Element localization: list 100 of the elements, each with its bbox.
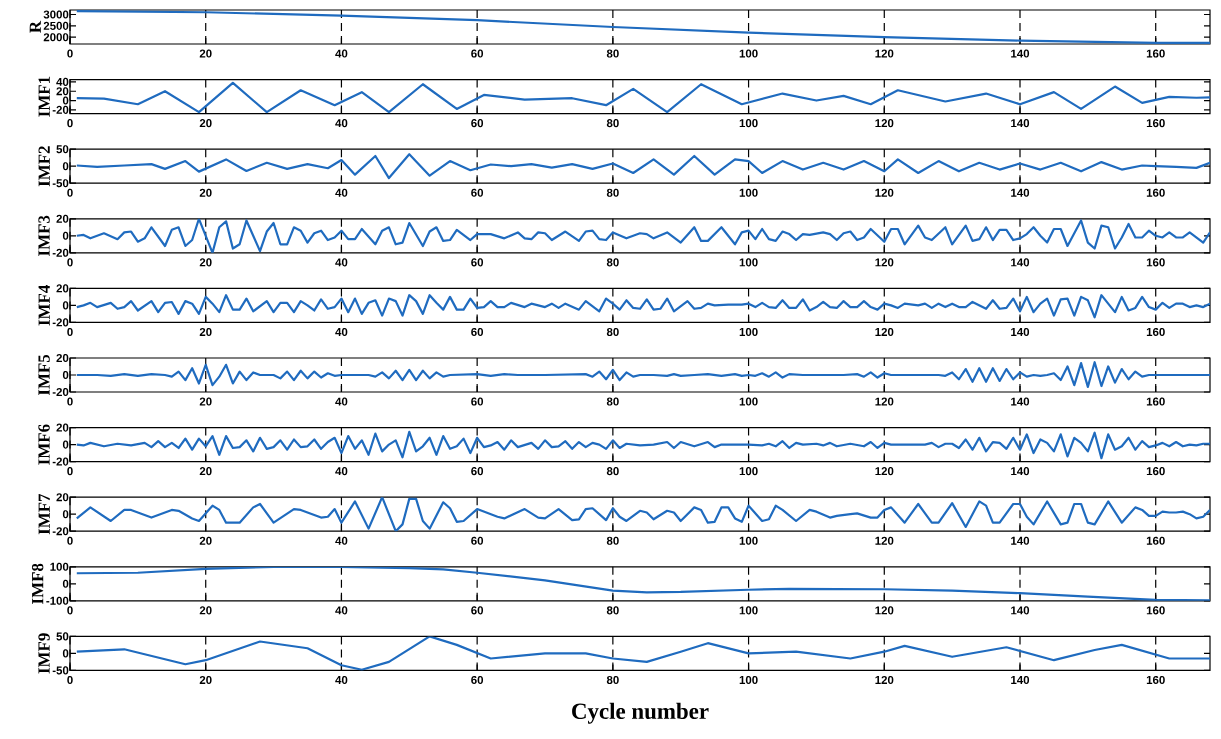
x-tick-label: 160: [1146, 675, 1165, 685]
x-tick-label: 60: [471, 119, 484, 128]
y-tick-label: 0: [62, 96, 69, 105]
x-tick-label: 100: [739, 467, 758, 476]
y-axis-title: IMF4: [38, 285, 50, 326]
y-tick-label: 0: [62, 510, 69, 519]
x-tick-label: 40: [335, 258, 348, 267]
x-tick-label: 140: [1011, 119, 1030, 128]
y-tick-label: 0: [62, 649, 69, 658]
x-tick-label: 20: [199, 467, 212, 476]
y-tick-label: 20: [56, 87, 69, 96]
x-tick-label: 120: [875, 49, 894, 58]
x-tick-label: 140: [1011, 49, 1030, 58]
x-tick-label: 20: [199, 49, 212, 58]
x-tick-label: 40: [335, 536, 348, 545]
x-tick-label: 80: [606, 467, 619, 476]
x-tick-label: 60: [471, 327, 484, 337]
x-tick-label: 40: [335, 397, 348, 406]
y-tick-label: -20: [52, 527, 69, 536]
x-tick-label: 60: [471, 606, 484, 615]
x-tick-label: 160: [1146, 397, 1165, 406]
x-tick-label: 140: [1011, 536, 1030, 545]
x-tick-label: 140: [1011, 258, 1030, 267]
x-tick-label: 160: [1146, 327, 1165, 337]
x-tick-label: 60: [471, 188, 484, 197]
x-tick-label: 120: [875, 675, 894, 685]
x-tick-label: 100: [739, 536, 758, 545]
x-tick-label: 140: [1011, 675, 1030, 685]
y-axis-title: R: [29, 20, 41, 33]
y-tick-label: 0: [62, 440, 69, 449]
y-tick-label: -20: [52, 318, 69, 327]
line-series: [75, 497, 1210, 532]
line-series: [75, 153, 1210, 180]
line-series: [75, 81, 1210, 114]
x-tick-label: 80: [606, 188, 619, 197]
x-tick-label: 140: [1011, 188, 1030, 197]
x-tick-label: 140: [1011, 467, 1030, 476]
y-tick-label: 0: [62, 162, 69, 171]
y-tick-label: -20: [52, 387, 69, 397]
x-tick-label: 120: [875, 327, 894, 337]
x-tick-label: 140: [1011, 397, 1030, 406]
y-tick-label: 20: [56, 284, 69, 293]
y-tick-label: 100: [50, 562, 69, 571]
x-tick-label: 80: [606, 536, 619, 545]
x-tick-label: 160: [1146, 606, 1165, 615]
y-tick-label: 0: [62, 370, 69, 380]
x-tick-label: 20: [199, 119, 212, 128]
x-tick-label: 80: [606, 327, 619, 337]
x-tick-label: 80: [606, 606, 619, 615]
y-tick-label: 20: [56, 353, 69, 363]
x-tick-label: 120: [875, 536, 894, 545]
x-tick-label: 100: [739, 188, 758, 197]
x-tick-label: 100: [739, 49, 758, 58]
y-tick-label: 2000: [43, 33, 69, 42]
x-tick-label: 80: [606, 119, 619, 128]
y-tick-label: -100: [46, 596, 69, 605]
x-tick-label: 20: [199, 188, 212, 197]
line-series: [75, 218, 1210, 253]
y-axis-title: IMF1: [38, 76, 50, 117]
x-tick-label: 100: [739, 119, 758, 128]
x-tick-label: 100: [739, 258, 758, 267]
x-tick-label: 60: [471, 467, 484, 476]
y-tick-label: 2500: [43, 21, 69, 30]
y-axis-title: IMF9: [38, 633, 50, 674]
y-axis-title: IMF3: [38, 215, 50, 256]
y-axis-title: IMF7: [38, 493, 50, 535]
x-tick-label: 140: [1011, 606, 1030, 615]
x-tick-label: 40: [335, 119, 348, 128]
x-tick-label: 120: [875, 258, 894, 267]
y-axis-title: IMF5: [38, 354, 50, 396]
y-tick-label: 0: [62, 301, 69, 310]
x-tick-label: 60: [471, 536, 484, 545]
x-tick-label: 160: [1146, 119, 1165, 128]
x-tick-label: 80: [606, 675, 619, 685]
x-tick-label: 160: [1146, 188, 1165, 197]
x-tick-label: 20: [199, 397, 212, 406]
x-tick-label: 40: [335, 675, 348, 685]
x-tick-label: 100: [739, 675, 758, 685]
y-tick-label: 40: [56, 77, 69, 86]
x-tick-label: 80: [606, 258, 619, 267]
x-tick-label: 120: [875, 467, 894, 476]
y-tick-label: 20: [56, 493, 69, 502]
x-tick-label: 160: [1146, 258, 1165, 267]
y-tick-label: 50: [56, 145, 69, 154]
x-tick-label: 20: [199, 258, 212, 267]
line-series: [75, 566, 1210, 601]
x-tick-label: 40: [335, 49, 348, 58]
x-tick-label: 40: [335, 327, 348, 337]
x-tick-label: 20: [199, 327, 212, 337]
x-tick-label: 80: [606, 49, 619, 58]
y-tick-label: 20: [56, 214, 69, 223]
x-tick-label: 120: [875, 397, 894, 406]
x-tick-label: 160: [1146, 49, 1165, 58]
y-tick-label: -20: [52, 248, 69, 257]
line-series: [75, 636, 1210, 671]
x-tick-label: 140: [1011, 327, 1030, 337]
x-tick-label: 40: [335, 467, 348, 476]
y-tick-label: 0: [62, 579, 69, 588]
x-tick-label: 20: [199, 606, 212, 615]
x-tick-label: 80: [606, 397, 619, 406]
